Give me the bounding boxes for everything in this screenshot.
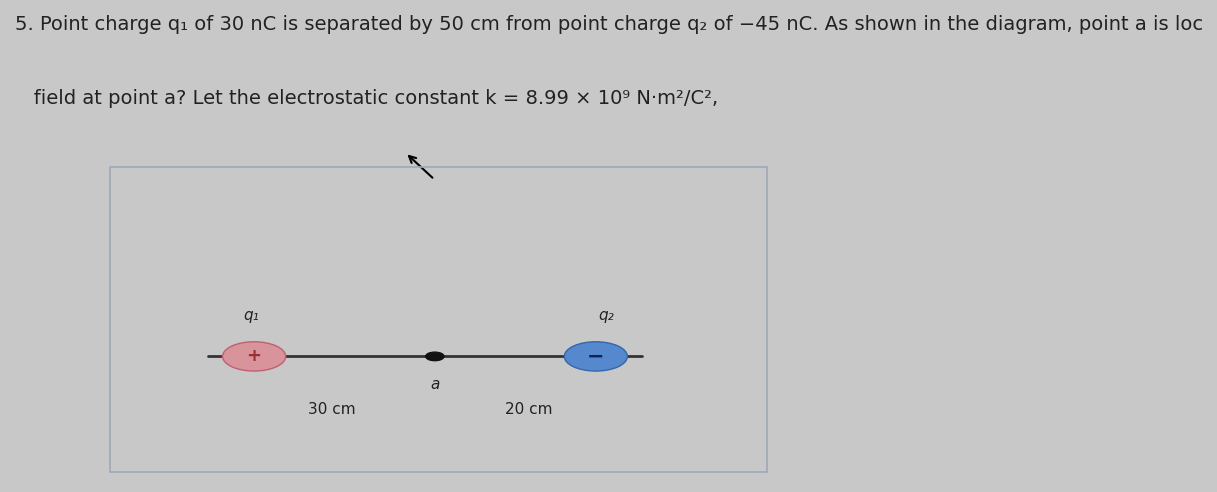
Text: −: − [587,346,605,367]
Text: field at point a? Let the electrostatic constant k = 8.99 × 10⁹ N·m²/C²,: field at point a? Let the electrostatic … [15,89,718,108]
Text: 20 cm: 20 cm [505,401,553,417]
Text: 30 cm: 30 cm [308,401,355,417]
Circle shape [565,342,628,371]
Text: +: + [247,347,262,366]
Text: 5. Point charge q₁ of 30 nC is separated by 50 cm from point charge q₂ of −45 nC: 5. Point charge q₁ of 30 nC is separated… [15,15,1202,34]
Circle shape [426,352,444,361]
Circle shape [223,342,286,371]
Text: q₁: q₁ [243,308,259,323]
Text: q₂: q₂ [598,308,613,323]
Text: a: a [430,377,439,393]
